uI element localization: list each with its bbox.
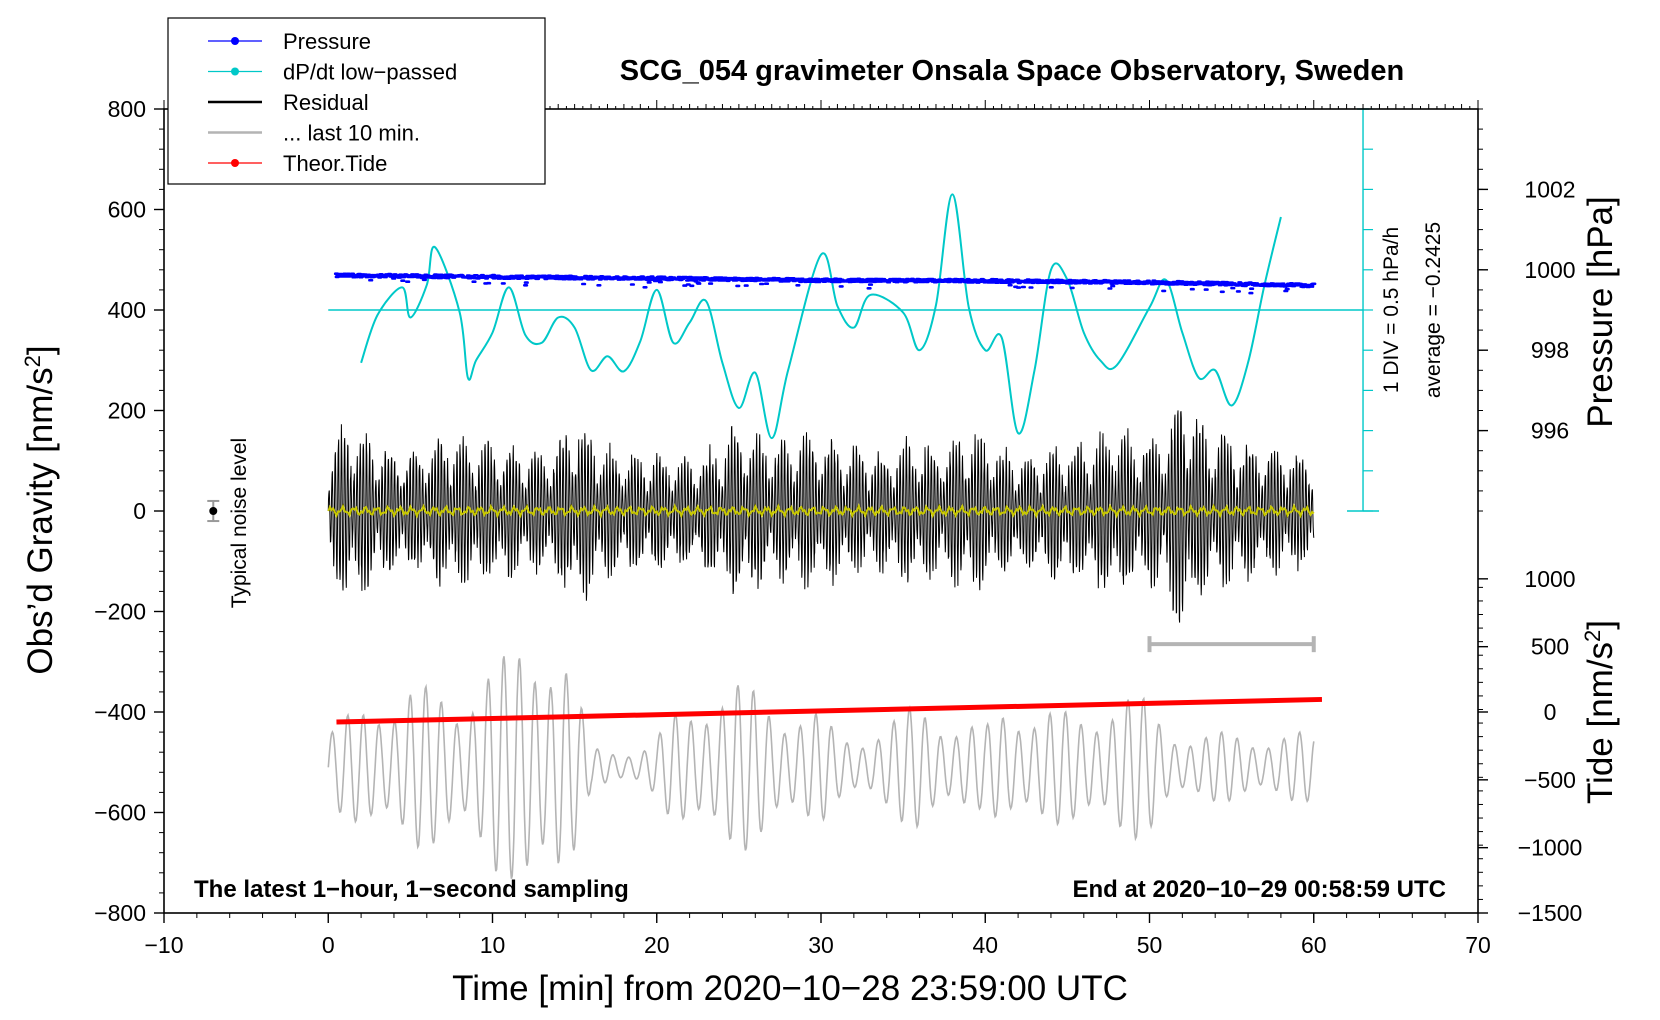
annotation-end-time: End at 2020−10−29 00:58:59 UTC bbox=[1072, 876, 1446, 903]
y-tick-label: 600 bbox=[108, 197, 146, 223]
pressure-tick-label: 996 bbox=[1531, 418, 1569, 444]
x-tick-label: 40 bbox=[972, 932, 998, 958]
y-tick-label: 0 bbox=[133, 498, 146, 524]
legend-label: Theor.Tide bbox=[283, 151, 387, 176]
x-tick-label: 30 bbox=[808, 932, 834, 958]
x-tick-label: 60 bbox=[1301, 932, 1327, 958]
y-axis-label-pressure: Pressure [hPa] bbox=[1581, 196, 1620, 428]
series-residual bbox=[327, 410, 1315, 623]
x-tick-label: 20 bbox=[644, 932, 670, 958]
legend-label: ... last 10 min. bbox=[283, 121, 420, 146]
x-tick-label: 10 bbox=[480, 932, 506, 958]
legend: Pressure dP/dt low−passed Residual ... last… bbox=[167, 17, 546, 185]
pressure-points bbox=[333, 272, 1317, 295]
tide-tick-label: 1000 bbox=[1524, 566, 1575, 592]
x-tick-label: 0 bbox=[322, 932, 335, 958]
div-label: 1 DIV = 0.5 hPa/h bbox=[1380, 227, 1403, 393]
x-tick-label: 50 bbox=[1137, 932, 1163, 958]
legend-label: Pressure bbox=[283, 29, 371, 54]
annotation-sampling: The latest 1−hour, 1−second sampling bbox=[194, 876, 629, 903]
tide-tick-label: −500 bbox=[1524, 767, 1576, 793]
tide-tick-label: −1000 bbox=[1518, 835, 1583, 861]
legend-swatch-dot bbox=[231, 37, 239, 45]
tide-tick-label: 0 bbox=[1544, 699, 1557, 725]
x-tick-label: 70 bbox=[1465, 932, 1491, 958]
legend-swatch-dot bbox=[231, 67, 239, 76]
pressure-tick-label: 1000 bbox=[1524, 257, 1575, 283]
y-axis-label-tide: Tide [nm/s2] bbox=[1580, 620, 1621, 804]
data-layer bbox=[207, 108, 1380, 879]
series-last-10-min bbox=[327, 656, 1315, 879]
series-theor-tide bbox=[336, 696, 1323, 725]
legend-entry: dP/dt low−passed bbox=[208, 60, 457, 85]
y-tick-label: −200 bbox=[94, 599, 146, 625]
y-tick-label: 800 bbox=[108, 96, 146, 122]
series-residual-smoothed bbox=[327, 503, 1315, 519]
series-pressure bbox=[333, 272, 1317, 295]
legend-entry: Residual bbox=[208, 90, 369, 115]
legend-swatch-dot bbox=[231, 159, 239, 167]
noise-marker-dot bbox=[209, 507, 218, 515]
legend-entry: Theor.Tide bbox=[208, 151, 387, 176]
legend-label: dP/dt low−passed bbox=[283, 60, 457, 85]
x-tick-label: −10 bbox=[144, 932, 183, 958]
tide-tick-label: 500 bbox=[1531, 634, 1569, 660]
tide-tick-label: −1500 bbox=[1518, 900, 1583, 926]
legend-label: Residual bbox=[283, 90, 369, 115]
series-dpdt bbox=[360, 193, 1282, 440]
legend-entry: ... last 10 min. bbox=[208, 121, 420, 146]
chart-title: SCG_054 gravimeter Onsala Space Observat… bbox=[620, 55, 1404, 87]
y-tick-label: 400 bbox=[108, 297, 146, 323]
y-tick-label: −800 bbox=[94, 900, 146, 926]
y-tick-label: −600 bbox=[94, 800, 146, 826]
pressure-tick-label: 998 bbox=[1531, 337, 1569, 363]
y-tick-label: −400 bbox=[94, 699, 146, 725]
y-tick-label: 200 bbox=[108, 398, 146, 424]
pressure-tick-label: 1002 bbox=[1524, 176, 1575, 202]
y-axis-label-left: Obs’d Gravity [nm/s2] bbox=[20, 345, 61, 674]
x-axis-label: Time [min] from 2020−10−28 23:59:00 UTC bbox=[452, 969, 1128, 1008]
legend-entry: Pressure bbox=[208, 29, 371, 54]
noise-level-label: Typical noise level bbox=[228, 438, 251, 608]
average-label: average = −0.2425 bbox=[1422, 222, 1445, 398]
